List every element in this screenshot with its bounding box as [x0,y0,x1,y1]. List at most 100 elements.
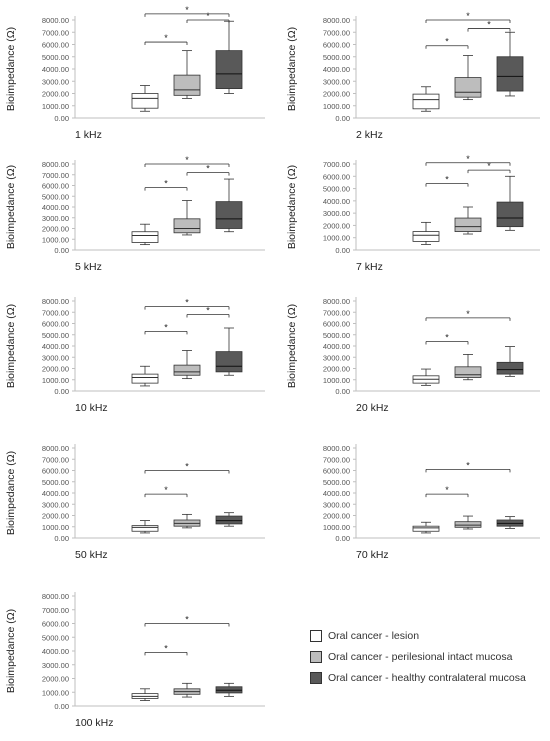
y-axis-label: Bioimpedance (Ω) [5,304,17,388]
significance-star: * [164,485,168,495]
y-tick-label: 6000.00 [42,320,69,329]
significance-star: * [445,333,449,343]
significance-bracket: * [425,485,469,498]
box-1 [131,688,159,701]
y-tick-label: 3000.00 [323,77,350,86]
significance-bracket: * [467,20,511,32]
significance-star: * [164,322,168,332]
significance-star: * [206,306,210,316]
y-tick-label: 7000.00 [323,455,350,464]
y-tick-label: 2000.00 [323,221,350,230]
significance-bracket: * [467,161,511,174]
y-tick-label: 8000.00 [42,297,69,306]
box-body [173,74,201,96]
legend-label-lesion: Oral cancer - lesion [328,630,420,642]
y-tick-label: 7000.00 [42,455,69,464]
chart-panel-9: 0.00 1000.00 2000.00 3000.00 4000.00 5000.00 6… [5,592,265,729]
y-tick-label: 5000.00 [323,478,350,487]
chart-panel-4: 0.00 1000.00 2000.00 3000.00 4000.00 5000.00 6… [286,154,540,273]
significance-star: * [487,20,491,30]
legend: Oral cancer - lesion Oral cancer - peril… [310,626,550,689]
y-tick-label: 3000.00 [42,77,69,86]
y-tick-label: 5000.00 [42,331,69,340]
box-body [215,351,243,373]
box-1 [412,221,440,245]
significance-star: * [466,154,470,164]
y-axis-label: Bioimpedance (Ω) [286,304,298,388]
box-body [215,515,243,525]
y-tick-label: 2000.00 [42,512,69,521]
box-body [496,56,524,92]
y-tick-label: 4000.00 [42,342,69,351]
y-tick-label: 0.00 [335,246,350,255]
significance-bracket: * [425,154,511,166]
box-body [412,525,440,532]
box-1 [412,521,440,534]
y-tick-label: 3000.00 [323,209,350,218]
box-3 [496,175,524,231]
y-tick-label: 1000.00 [42,102,69,111]
significance-star: * [164,643,168,653]
y-tick-label: 7000.00 [323,308,350,317]
significance-bracket: * [144,462,230,474]
y-tick-label: 8000.00 [323,444,350,453]
chart-panel-8: 0.00 1000.00 2000.00 3000.00 4000.00 5000.00 6… [323,444,540,561]
y-tick-label: 0.00 [54,114,69,123]
y-tick-label: 6000.00 [42,41,69,50]
y-tick-label: 6000.00 [323,41,350,50]
panel-label: 10 kHz [75,402,108,414]
y-tick-label: 7000.00 [323,160,350,169]
chart-panel-5: 0.00 1000.00 2000.00 3000.00 4000.00 5000.00 6… [5,297,265,414]
significance-bracket: * [425,37,469,49]
significance-star: * [466,11,470,21]
significance-star: * [185,615,189,625]
y-tick-label: 3000.00 [323,353,350,362]
significance-star: * [185,462,189,472]
y-tick-label: 2000.00 [42,675,69,684]
legend-label-contralateral: Oral cancer - healthy contralateral muco… [328,672,526,684]
box-body [412,93,440,110]
y-tick-label: 4000.00 [42,647,69,656]
y-tick-label: 6000.00 [42,620,69,629]
box-body [173,218,201,234]
box-2 [454,354,482,381]
y-tick-label: 5000.00 [42,478,69,487]
box-body [131,525,159,532]
y-tick-label: 7000.00 [42,308,69,317]
significance-bracket: * [186,306,230,318]
significance-bracket: * [186,164,230,176]
significance-bracket: * [144,298,230,310]
y-tick-label: 8000.00 [323,16,350,25]
y-tick-label: 8000.00 [42,160,69,169]
box-2 [173,200,201,236]
box-1 [412,86,440,112]
panel-label: 20 kHz [356,402,389,414]
significance-bracket: * [144,5,230,17]
y-tick-label: 3000.00 [42,661,69,670]
y-tick-label: 5000.00 [42,633,69,642]
chart-panel-1: 0.00 1000.00 2000.00 3000.00 4000.00 5000.00 6… [5,5,265,141]
y-axis-label: Bioimpedance (Ω) [5,27,17,111]
y-tick-label: 7000.00 [323,28,350,37]
y-tick-label: 2000.00 [42,365,69,374]
legend-swatch-contralateral [310,672,322,684]
y-tick-label: 0.00 [54,534,69,543]
box-3 [496,346,524,377]
y-tick-label: 3000.00 [42,353,69,362]
y-tick-label: 0.00 [335,114,350,123]
y-tick-label: 7000.00 [42,171,69,180]
box-3 [215,20,243,94]
y-tick-label: 5000.00 [42,192,69,201]
y-tick-label: 1000.00 [42,688,69,697]
significance-bracket: * [144,179,188,191]
significance-star: * [185,5,189,15]
y-tick-label: 8000.00 [42,592,69,601]
y-tick-label: 1000.00 [42,376,69,385]
significance-bracket: * [186,11,230,23]
y-tick-label: 5000.00 [323,185,350,194]
y-tick-label: 1000.00 [42,235,69,244]
y-tick-label: 0.00 [54,387,69,396]
box-body [412,231,440,242]
box-3 [215,512,243,527]
